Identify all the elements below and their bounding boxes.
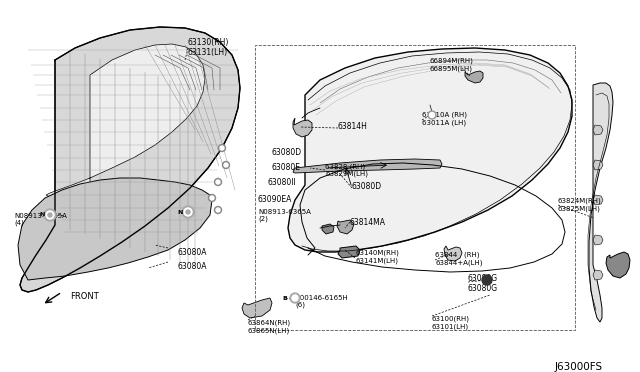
Text: B00146-6165H
(6): B00146-6165H (6) <box>295 295 348 308</box>
Polygon shape <box>593 195 603 205</box>
Text: FRONT: FRONT <box>70 292 99 301</box>
Circle shape <box>209 195 216 202</box>
Circle shape <box>44 209 56 221</box>
Circle shape <box>292 295 298 301</box>
Circle shape <box>482 275 492 285</box>
Text: 63864N(RH)
63865N(LH): 63864N(RH) 63865N(LH) <box>248 320 291 334</box>
Text: 63140M(RH)
63141M(LH): 63140M(RH) 63141M(LH) <box>355 250 399 264</box>
Polygon shape <box>338 246 360 258</box>
Circle shape <box>428 111 436 119</box>
Circle shape <box>220 146 224 150</box>
Text: 63080A: 63080A <box>178 248 207 257</box>
Text: 63010A (RH)
63011A (LH): 63010A (RH) 63011A (LH) <box>422 112 467 126</box>
Bar <box>255 45 575 330</box>
Circle shape <box>214 179 221 186</box>
Text: 63080A: 63080A <box>178 262 207 271</box>
Polygon shape <box>18 178 212 280</box>
Text: J63000FS: J63000FS <box>555 362 603 372</box>
Text: 63814MA: 63814MA <box>350 218 386 227</box>
Polygon shape <box>46 44 205 202</box>
Text: 63130(RH)
63131(LH): 63130(RH) 63131(LH) <box>188 38 229 57</box>
Polygon shape <box>322 224 334 234</box>
Polygon shape <box>288 48 572 252</box>
Circle shape <box>429 112 435 118</box>
Text: 63080G
63080G: 63080G 63080G <box>468 274 498 294</box>
Text: N: N <box>177 209 182 215</box>
Circle shape <box>216 180 220 184</box>
Polygon shape <box>20 27 240 292</box>
Text: 63080II: 63080II <box>268 178 297 187</box>
Polygon shape <box>593 160 603 170</box>
Circle shape <box>290 293 300 303</box>
Text: 63080E: 63080E <box>272 163 301 172</box>
Polygon shape <box>593 125 603 135</box>
Text: N08913-6365A
(2): N08913-6365A (2) <box>258 209 311 222</box>
Polygon shape <box>593 270 603 280</box>
Text: 63828 (RH)
63829M(LH): 63828 (RH) 63829M(LH) <box>325 163 368 177</box>
Polygon shape <box>293 159 442 173</box>
Circle shape <box>186 210 190 214</box>
Text: 66894M(RH)
66895M(LH): 66894M(RH) 66895M(LH) <box>430 58 474 72</box>
Circle shape <box>210 196 214 200</box>
Polygon shape <box>465 71 483 83</box>
Text: N: N <box>39 212 45 218</box>
Circle shape <box>218 144 225 151</box>
Circle shape <box>223 161 230 169</box>
Polygon shape <box>444 246 462 261</box>
Text: 63844   (RH)
63844+A(LH): 63844 (RH) 63844+A(LH) <box>435 252 483 266</box>
Text: 63080D: 63080D <box>272 148 302 157</box>
Text: N08913-6365A
(4): N08913-6365A (4) <box>14 213 67 227</box>
Polygon shape <box>337 220 354 234</box>
Circle shape <box>182 206 194 218</box>
Polygon shape <box>589 83 613 322</box>
Circle shape <box>214 206 221 214</box>
Text: B: B <box>283 295 287 301</box>
Text: 63090EA: 63090EA <box>258 195 292 204</box>
Polygon shape <box>593 235 603 245</box>
Circle shape <box>48 213 52 217</box>
Text: 63100(RH)
63101(LH): 63100(RH) 63101(LH) <box>432 316 470 330</box>
Text: 63824M(RH)
63825M(LH): 63824M(RH) 63825M(LH) <box>558 198 602 212</box>
Circle shape <box>46 211 54 219</box>
Text: 63080D: 63080D <box>352 182 382 191</box>
Circle shape <box>216 208 220 212</box>
Polygon shape <box>606 252 630 278</box>
Polygon shape <box>293 118 312 137</box>
Text: 63814H: 63814H <box>338 122 368 131</box>
Circle shape <box>184 208 192 216</box>
Circle shape <box>224 163 228 167</box>
Polygon shape <box>242 298 272 318</box>
